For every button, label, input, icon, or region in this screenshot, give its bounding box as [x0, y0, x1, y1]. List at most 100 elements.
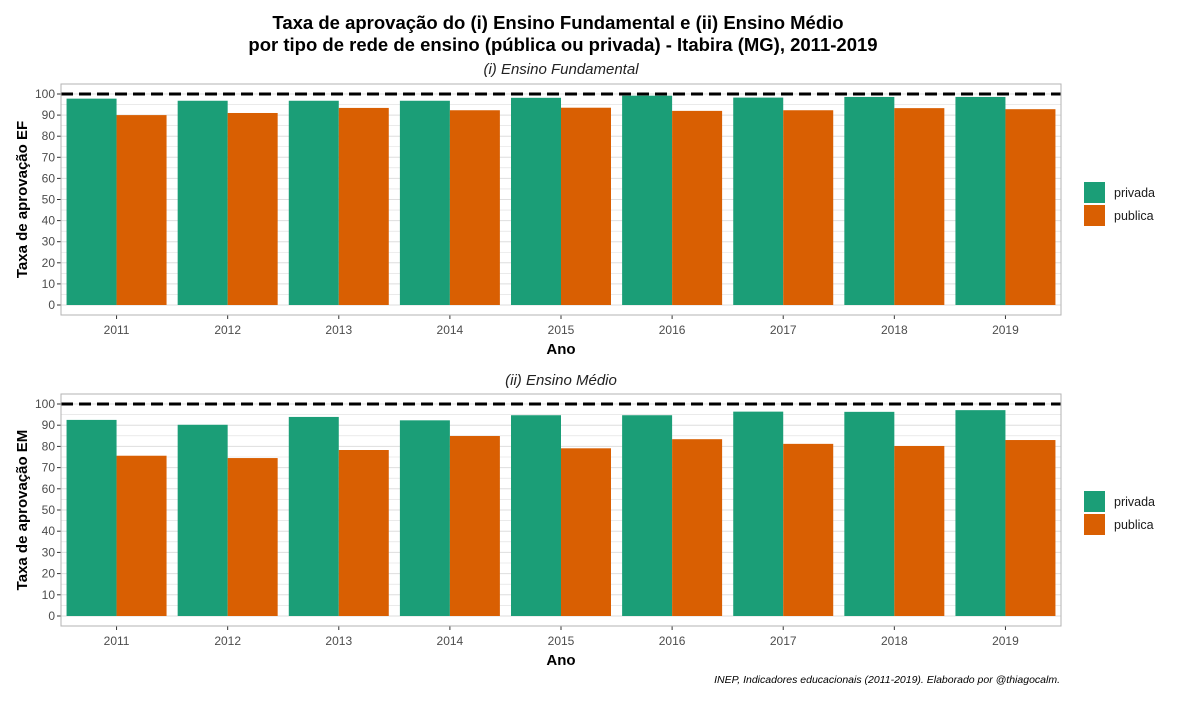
y-tick-label: 10 [42, 588, 56, 602]
bar-publica-2016 [672, 439, 723, 616]
y-tick-label: 50 [42, 503, 56, 517]
bar-publica-2015 [561, 107, 611, 305]
y-tick-label: 100 [35, 397, 55, 411]
panel-subtitle: (ii) Ensino Médio [505, 372, 617, 389]
x-tick-label: 2018 [881, 634, 908, 648]
bar-publica-2018 [894, 108, 945, 306]
legend-key-privada [1084, 182, 1105, 203]
legend-label-publica: publica [1114, 209, 1154, 223]
x-tick-label: 2016 [659, 323, 686, 337]
legend-label-privada: privada [1114, 495, 1155, 509]
y-tick-label: 40 [42, 524, 56, 538]
bar-publica-2014 [449, 110, 500, 305]
bar-privada-2018 [844, 411, 895, 616]
bar-privada-2017 [733, 411, 784, 616]
bar-publica-2015 [561, 448, 611, 616]
legend-label-privada: privada [1114, 186, 1155, 200]
x-tick-label: 2011 [104, 323, 130, 337]
y-tick-label: 30 [42, 545, 56, 559]
x-tick-label: 2014 [437, 323, 464, 337]
chart-title-line1: Taxa de aprovação do (i) Ensino Fundamen… [272, 12, 843, 33]
bar-privada-2016 [622, 95, 673, 305]
x-tick-label: 2015 [548, 323, 575, 337]
bar-publica-2017 [783, 443, 834, 616]
y-tick-label: 100 [35, 87, 55, 101]
legend: privada publica [1084, 182, 1155, 226]
x-tick-label: 2016 [659, 634, 686, 648]
bar-publica-2019 [1005, 440, 1056, 616]
bar-publica-2013 [338, 450, 389, 616]
panel-border [60, 393, 1062, 627]
chart-caption: INEP, Indicadores educacionais (2011-201… [714, 674, 1060, 686]
y-tick-label: 30 [42, 235, 56, 249]
bar-privada-2015 [511, 97, 561, 305]
bar-privada-2013 [288, 416, 339, 616]
y-tick-label: 0 [48, 609, 55, 623]
x-tick-label: 2011 [104, 634, 130, 648]
bar-publica-2017 [783, 110, 834, 305]
x-tick-label: 2017 [770, 323, 797, 337]
x-tick-label: 2013 [325, 634, 352, 648]
x-tick-label: 2012 [214, 634, 241, 648]
bar-privada-2015 [511, 415, 561, 616]
x-axis-title: Ano [546, 341, 575, 358]
y-tick-label: 50 [42, 193, 56, 207]
bar-publica-2014 [449, 436, 500, 616]
legend-key-publica [1084, 514, 1105, 535]
bar-privada-2011 [66, 419, 117, 616]
bar-privada-2019 [955, 410, 1006, 616]
y-tick-label: 0 [48, 298, 55, 312]
y-tick-label: 10 [42, 277, 56, 291]
chart-panel-2: (ii) Ensino Médio 0 10 20 30 40 50 60 70 80 90 100 2… [14, 372, 1155, 669]
bar-publica-2019 [1005, 109, 1056, 305]
chart-panel-1: (i) Ensino Fundamental 0 10 20 30 40 50 60 70 80 9… [14, 61, 1155, 358]
x-axis-title: Ano [546, 652, 575, 669]
bar-privada-2013 [288, 100, 339, 305]
x-tick-label: 2013 [325, 323, 352, 337]
legend-key-publica [1084, 205, 1105, 226]
y-tick-label: 70 [42, 461, 56, 475]
y-tick-label: 60 [42, 171, 56, 185]
y-axis-title: Taxa de aprovação EM [14, 430, 31, 591]
bar-publica-2011 [116, 115, 167, 305]
y-tick-label: 80 [42, 129, 56, 143]
chart-title-line2: por tipo de rede de ensino (pública ou p… [248, 34, 877, 55]
bar-publica-2011 [116, 455, 167, 616]
bar-publica-2012 [227, 458, 278, 616]
panel-subtitle: (i) Ensino Fundamental [483, 61, 639, 78]
y-tick-label: 80 [42, 439, 56, 453]
x-tick-label: 2017 [770, 634, 797, 648]
y-tick-label: 90 [42, 108, 56, 122]
panel-border [60, 83, 1062, 316]
bar-privada-2012 [177, 424, 228, 616]
bar-privada-2011 [66, 98, 117, 305]
bar-publica-2012 [227, 112, 278, 306]
x-tick-label: 2012 [214, 323, 241, 337]
x-tick-label: 2014 [437, 634, 464, 648]
bar-privada-2012 [177, 100, 228, 305]
y-tick-label: 70 [42, 150, 56, 164]
bar-privada-2014 [399, 100, 450, 305]
bar-privada-2017 [733, 97, 784, 305]
legend-label-publica: publica [1114, 518, 1154, 532]
bar-publica-2016 [672, 110, 723, 305]
y-axis-title: Taxa de aprovação EF [14, 121, 31, 278]
bar-publica-2013 [338, 107, 389, 306]
y-tick-label: 20 [42, 567, 56, 581]
x-tick-label: 2015 [548, 634, 575, 648]
y-tick-label: 40 [42, 214, 56, 228]
bar-privada-2016 [622, 415, 673, 616]
y-tick-label: 90 [42, 418, 56, 432]
y-tick-label: 20 [42, 256, 56, 270]
x-tick-label: 2018 [881, 323, 908, 337]
legend: privada publica [1084, 491, 1155, 535]
bar-privada-2019 [955, 96, 1006, 305]
x-tick-label: 2019 [992, 323, 1019, 337]
bar-privada-2014 [399, 420, 450, 616]
bar-publica-2018 [894, 445, 945, 616]
y-tick-label: 60 [42, 482, 56, 496]
x-tick-label: 2019 [992, 634, 1019, 648]
chart-panels: (i) Ensino Fundamental 0 10 20 30 40 50 60 70 80 9… [14, 61, 1155, 669]
